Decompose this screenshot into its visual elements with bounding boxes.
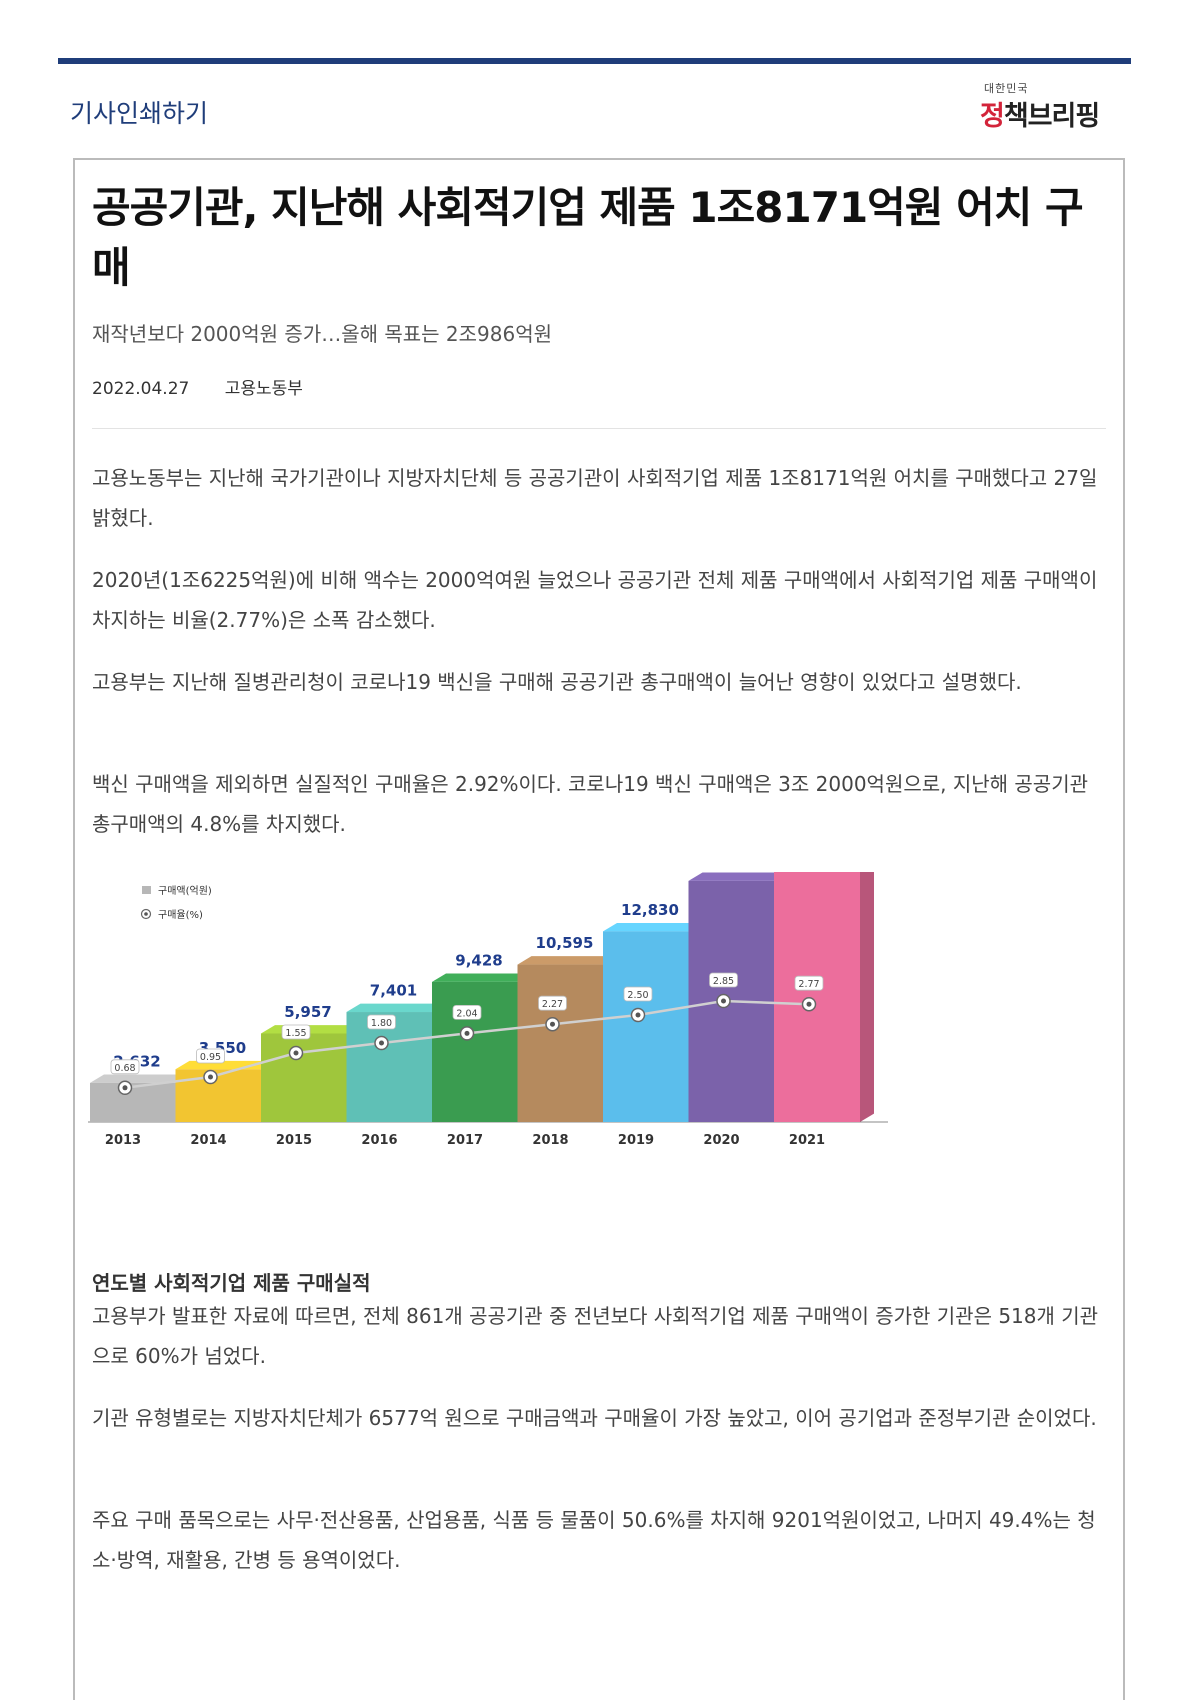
x-tick-label: 2016	[361, 1133, 397, 1148]
print-article-label[interactable]: 기사인쇄하기	[70, 99, 209, 128]
rate-point-center	[293, 1050, 299, 1056]
x-tick-label: 2020	[703, 1133, 739, 1148]
legend-label-rate: 구매율(%)	[158, 909, 203, 921]
legend-bar-swatch	[142, 886, 151, 894]
bar	[90, 1082, 176, 1122]
paragraph-6: 기관 유형별로는 지방자치단체가 6577억 원으로 구매금액과 구매율이 가장…	[92, 1406, 1097, 1430]
paragraph-7: 주요 구매 품목으로는 사무·전산용품, 산업용품, 식품 등 물품이 50.6…	[92, 1508, 1096, 1572]
rate-point-center	[806, 1001, 812, 1007]
paragraph-2: 2020년(1조6225억원)에 비해 액수는 2000억여원 늘었으나 공공기…	[92, 568, 1098, 632]
bar	[346, 1012, 433, 1122]
rate-label: 0.68	[114, 1063, 135, 1074]
bar-top	[603, 922, 703, 932]
rate-point-center	[122, 1085, 128, 1091]
article-frame	[73, 158, 1125, 1700]
bar-top	[346, 1003, 447, 1013]
rate-point-center	[464, 1030, 470, 1036]
rate-label-box	[281, 1024, 311, 1040]
rate-label-box	[452, 1004, 482, 1020]
logo-small-text: 대한민국	[984, 82, 1029, 95]
rate-label-box	[623, 986, 653, 1002]
logo-text: 정책브리핑	[980, 94, 1100, 133]
bar-value-label: 10,595	[536, 934, 594, 952]
paragraph-1: 고용노동부는 지난해 국가기관이나 지방자치단체 등 공공기관이 사회적기업 제…	[92, 466, 1098, 530]
bar-top	[90, 1074, 190, 1083]
x-tick-label: 2014	[190, 1133, 226, 1148]
bar	[261, 1033, 347, 1122]
purchase-chart: 2,63220133,55020145,95720157,40120169,42…	[88, 872, 888, 1148]
rate-label-box	[110, 1059, 140, 1075]
rate-point-center	[635, 1012, 641, 1018]
logo-text-rest: 책브리핑	[1003, 101, 1100, 132]
x-tick-label: 2013	[105, 1133, 141, 1148]
rate-label: 2.27	[542, 999, 563, 1010]
rate-label-box	[367, 1014, 396, 1030]
paragraph-5: 고용부가 발표한 자료에 따르면, 전체 861개 공공기관 중 전년보다 사회…	[92, 1304, 1099, 1368]
rate-point-center	[379, 1040, 384, 1046]
top-accent-bar	[58, 58, 1131, 64]
article-title: 공공기관, 지난해 사회적기업 제품 1조8171억원 어치 구매	[92, 183, 1084, 292]
rate-label-box	[794, 975, 824, 991]
rate-label-box	[709, 972, 738, 988]
bar-top	[517, 956, 618, 965]
bar	[603, 931, 689, 1122]
rate-label: 2.85	[713, 976, 734, 987]
x-tick-label: 2017	[447, 1133, 483, 1148]
rate-label-box	[538, 995, 567, 1011]
x-tick-label: 2021	[789, 1133, 825, 1148]
bar	[432, 981, 518, 1122]
paragraph-4: 백신 구매액을 제외하면 실질적인 구매율은 2.92%이다. 코로나19 백신…	[92, 772, 1089, 836]
bar-value-label: 9,428	[455, 952, 502, 970]
article-source: 고용노동부	[224, 379, 303, 399]
site-logo[interactable]: 대한민국 정책브리핑	[980, 80, 1115, 133]
rate-label: 0.95	[200, 1052, 221, 1063]
bar-value-label: 12,830	[621, 901, 679, 919]
bar	[517, 964, 604, 1122]
rate-point-center	[208, 1074, 213, 1080]
legend-rate-swatch-center	[144, 912, 148, 916]
x-tick-label: 2018	[532, 1133, 568, 1148]
article-meta: 2022.04.27 고용노동부	[92, 374, 1107, 399]
bar-top	[688, 872, 789, 881]
x-tick-label: 2015	[276, 1133, 312, 1148]
rate-point-center	[550, 1021, 555, 1027]
rate-label: 2.04	[456, 1008, 477, 1019]
divider	[92, 428, 1106, 429]
bar	[175, 1069, 262, 1122]
rate-label: 2.50	[627, 990, 648, 1001]
rate-label: 2.77	[798, 979, 819, 990]
rate-label-box	[196, 1048, 225, 1064]
bar-side	[860, 872, 874, 1122]
logo-text-red: 정	[980, 101, 1005, 132]
article-subtitle: 재작년보다 2000억원 증가…올해 목표는 2조986억원	[92, 322, 553, 346]
bar	[774, 872, 860, 1122]
bar-top	[432, 973, 532, 982]
bar-value-label: 7,401	[370, 982, 417, 1000]
chart-caption: 연도별 사회적기업 제품 구매실적	[92, 1271, 371, 1295]
rate-label: 1.80	[371, 1018, 392, 1029]
bar-top	[261, 1025, 361, 1034]
x-tick-label: 2019	[618, 1133, 654, 1148]
legend-label-amount: 구매액(억원)	[158, 885, 212, 897]
rate-point-center	[721, 998, 726, 1004]
paragraph-3: 고용부는 지난해 질병관리청이 코로나19 백신을 구매해 공공기관 총구매액이…	[92, 670, 1022, 694]
bar-value-label: 5,957	[284, 1003, 331, 1021]
article-date: 2022.04.27	[92, 379, 190, 399]
rate-label: 1.55	[285, 1028, 306, 1039]
